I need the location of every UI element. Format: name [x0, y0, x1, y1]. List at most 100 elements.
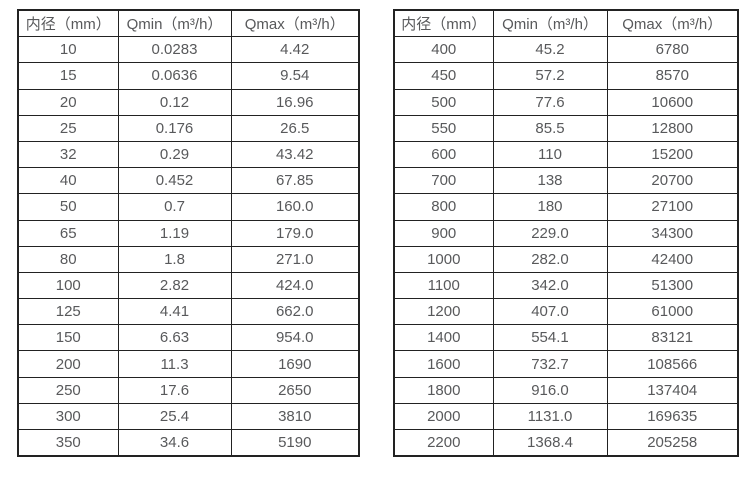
- table-row: 550 85.5 12800: [393, 114, 739, 142]
- table-cell: 6780: [606, 36, 739, 64]
- table-cell: 42400: [606, 245, 739, 273]
- table-row: 1400 554.1 83121: [393, 324, 739, 352]
- table-cell: 342.0: [492, 271, 608, 300]
- table-cell: 700: [393, 167, 494, 195]
- table-cell: 0.12: [117, 88, 232, 116]
- table-cell: 1368.4: [492, 429, 608, 457]
- table-cell: 3810: [230, 402, 360, 431]
- flow-rate-tables: 内径（mm） Qmin（m³/h） Qmax（m³/h） 10 0.0283 4.42 1…: [17, 9, 750, 458]
- table-cell: 2200: [393, 429, 494, 457]
- table-cell: 0.7: [117, 193, 232, 221]
- table-row: 80 1.8 271.0: [17, 245, 360, 273]
- table-row: 300 25.4 3810: [17, 402, 360, 431]
- table-row: 125 4.41 662.0: [17, 298, 360, 326]
- header-row: 内径（mm） Qmin（m³/h） Qmax（m³/h）: [393, 9, 739, 38]
- table-cell: 2650: [230, 376, 360, 404]
- table-row: 100 2.82 424.0: [17, 271, 360, 300]
- table-cell: 11.3: [117, 350, 232, 378]
- table-cell: 1131.0: [492, 402, 608, 431]
- table-row: 15 0.0636 9.54: [17, 62, 360, 90]
- table-cell: 1200: [393, 298, 494, 326]
- table-cell: 4.41: [117, 298, 232, 326]
- column-header: 内径（mm）: [17, 9, 119, 38]
- flow-table-large-diameters: 内径（mm） Qmin（m³/h） Qmax（m³/h） 400 45.2 6780 45…: [393, 9, 739, 458]
- table-cell: 0.29: [117, 140, 232, 169]
- table-cell: 180: [492, 193, 608, 221]
- table-row: 150 6.63 954.0: [17, 324, 360, 352]
- table-row: 200 11.3 1690: [17, 350, 360, 378]
- table-cell: 100: [17, 271, 119, 300]
- table-cell: 2000: [393, 402, 494, 431]
- table-row: 1600 732.7 108566: [393, 350, 739, 378]
- table-cell: 160.0: [230, 193, 360, 221]
- table-cell: 169635: [606, 402, 739, 431]
- table-cell: 108566: [606, 350, 739, 378]
- table-cell: 45.2: [492, 36, 608, 64]
- table-row: 450 57.2 8570: [393, 62, 739, 90]
- table-cell: 1600: [393, 350, 494, 378]
- table-cell: 554.1: [492, 324, 608, 352]
- table-cell: 40: [17, 167, 119, 195]
- table-cell: 26.5: [230, 114, 360, 142]
- table-cell: 65: [17, 219, 119, 247]
- table-cell: 400: [393, 36, 494, 64]
- table-cell: 179.0: [230, 219, 360, 247]
- table-row: 500 77.6 10600: [393, 88, 739, 116]
- table-row: 32 0.29 43.42: [17, 140, 360, 169]
- table-cell: 271.0: [230, 245, 360, 273]
- table-row: 400 45.2 6780: [393, 36, 739, 64]
- table-row: 600 110 15200: [393, 140, 739, 169]
- table-cell: 138: [492, 167, 608, 195]
- table-cell: 12800: [606, 114, 739, 142]
- table-cell: 57.2: [492, 62, 608, 90]
- table-cell: 282.0: [492, 245, 608, 273]
- table-cell: 51300: [606, 271, 739, 300]
- table-cell: 80: [17, 245, 119, 273]
- table-cell: 34.6: [117, 429, 232, 457]
- table-row: 350 34.6 5190: [17, 429, 360, 457]
- table-cell: 25.4: [117, 402, 232, 431]
- table-row: 800 180 27100: [393, 193, 739, 221]
- table-cell: 125: [17, 298, 119, 326]
- table-cell: 50: [17, 193, 119, 221]
- table-cell: 20700: [606, 167, 739, 195]
- table-cell: 15: [17, 62, 119, 90]
- flow-table-small-diameters: 内径（mm） Qmin（m³/h） Qmax（m³/h） 10 0.0283 4.42 1…: [17, 9, 360, 458]
- table-cell: 0.0283: [117, 36, 232, 64]
- table-cell: 550: [393, 114, 494, 142]
- table-cell: 6.63: [117, 324, 232, 352]
- table-row: 250 17.6 2650: [17, 376, 360, 404]
- column-header: Qmax（m³/h）: [230, 9, 360, 38]
- table-cell: 27100: [606, 193, 739, 221]
- table-row: 700 138 20700: [393, 167, 739, 195]
- table-cell: 0.0636: [117, 62, 232, 90]
- table-cell: 4.42: [230, 36, 360, 64]
- column-header: 内径（mm）: [393, 9, 494, 38]
- table-row: 65 1.19 179.0: [17, 219, 360, 247]
- table-cell: 32: [17, 140, 119, 169]
- table-cell: 15200: [606, 140, 739, 169]
- column-header: Qmin（m³/h）: [117, 9, 232, 38]
- column-header: Qmin（m³/h）: [492, 9, 608, 38]
- table-cell: 205258: [606, 429, 739, 457]
- column-header: Qmax（m³/h）: [606, 9, 739, 38]
- table-row: 1800 916.0 137404: [393, 376, 739, 404]
- table-cell: 954.0: [230, 324, 360, 352]
- table-cell: 1800: [393, 376, 494, 404]
- table-cell: 61000: [606, 298, 739, 326]
- table-cell: 34300: [606, 219, 739, 247]
- table-cell: 8570: [606, 62, 739, 90]
- table-cell: 77.6: [492, 88, 608, 116]
- table-cell: 10600: [606, 88, 739, 116]
- table-cell: 1.8: [117, 245, 232, 273]
- table-row: 1000 282.0 42400: [393, 245, 739, 273]
- table-cell: 916.0: [492, 376, 608, 404]
- table-cell: 424.0: [230, 271, 360, 300]
- table-cell: 407.0: [492, 298, 608, 326]
- table-cell: 900: [393, 219, 494, 247]
- table-cell: 43.42: [230, 140, 360, 169]
- table-cell: 85.5: [492, 114, 608, 142]
- table-row: 20 0.12 16.96: [17, 88, 360, 116]
- table-cell: 500: [393, 88, 494, 116]
